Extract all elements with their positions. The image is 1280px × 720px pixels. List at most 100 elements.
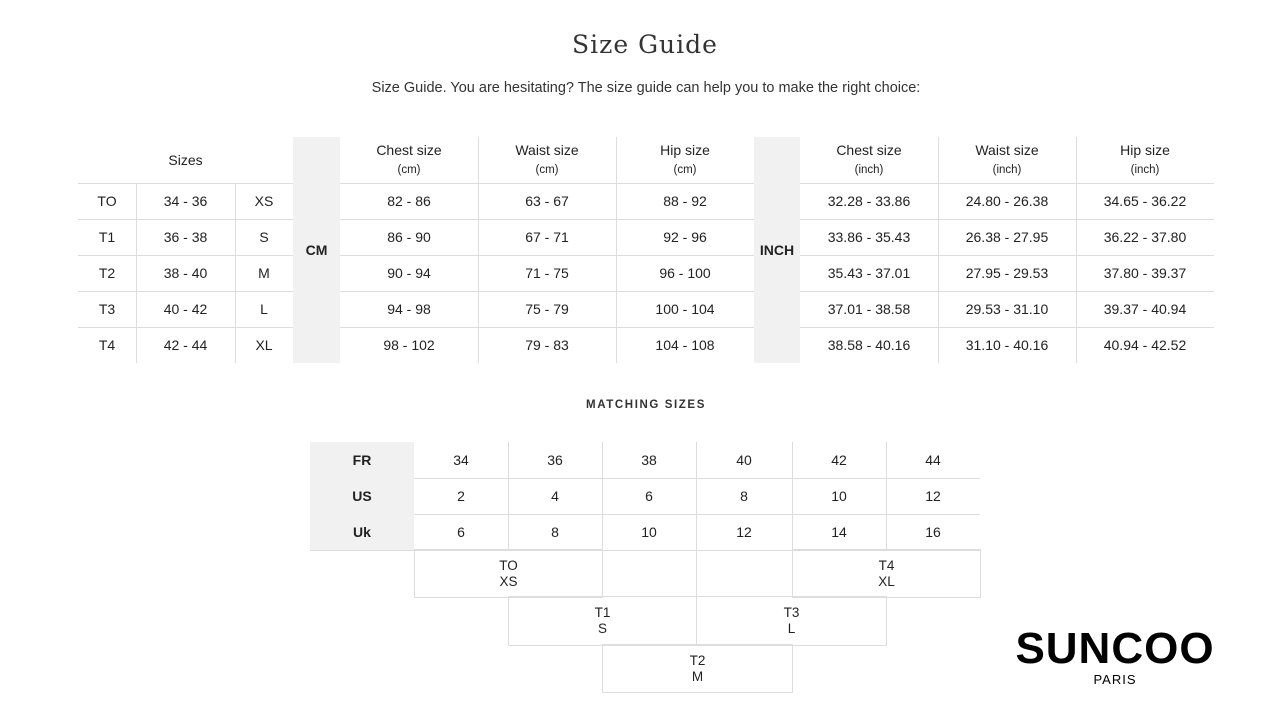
column-divider bbox=[792, 442, 793, 550]
inch-value-cell: 36.22 - 37.80 bbox=[1103, 229, 1187, 245]
inch-value-cell: 35.43 - 37.01 bbox=[827, 265, 911, 281]
column-header: Hip size (cm) bbox=[616, 137, 754, 183]
matching-value-cell: 8 bbox=[740, 488, 748, 504]
size-group-size: M bbox=[691, 668, 704, 684]
size-cell-t: T1 bbox=[98, 229, 116, 245]
row-divider bbox=[800, 255, 1214, 256]
row-divider bbox=[340, 291, 754, 292]
row-divider bbox=[414, 514, 980, 515]
size-cell-t: TO bbox=[97, 193, 117, 209]
matching-sizes-title: MATCHING SIZES bbox=[586, 399, 706, 411]
column-header-unit: (inch) bbox=[992, 164, 1022, 176]
logo-name: SUNCOO bbox=[1015, 624, 1215, 673]
column-header-label: Waist size bbox=[975, 142, 1039, 158]
matching-value-cell: 10 bbox=[641, 524, 657, 540]
size-cell-fr: 42 - 44 bbox=[163, 337, 208, 353]
column-divider bbox=[1076, 137, 1077, 363]
size-group-t: T1 bbox=[594, 605, 611, 620]
size-cell-fr: 40 - 42 bbox=[163, 301, 208, 317]
cm-value-cell: 100 - 104 bbox=[655, 301, 715, 317]
logo-sub: PARIS bbox=[1093, 672, 1137, 687]
inch-value-cell: 38.58 - 40.16 bbox=[827, 337, 911, 353]
cm-value-cell: 82 - 86 bbox=[387, 193, 431, 209]
cm-value-cell: 88 - 92 bbox=[663, 193, 707, 209]
row-divider bbox=[78, 327, 293, 328]
column-header-unit: (cm) bbox=[397, 164, 421, 176]
column-header-unit: (cm) bbox=[673, 164, 697, 176]
size-cell-t: T3 bbox=[98, 301, 116, 317]
size-cell-size: XL bbox=[255, 337, 273, 353]
cm-value-cell: 94 - 98 bbox=[387, 301, 431, 317]
row-divider bbox=[340, 219, 754, 220]
column-divider bbox=[886, 442, 887, 550]
column-divider bbox=[696, 442, 697, 550]
matching-value-cell: 38 bbox=[641, 452, 657, 468]
size-group-box: T2 M bbox=[602, 644, 793, 693]
row-divider bbox=[78, 183, 293, 184]
suncoo-logo: SUNCOO PARIS bbox=[995, 624, 1235, 688]
size-cell-size: S bbox=[259, 229, 269, 245]
matching-value-cell: 36 bbox=[547, 452, 563, 468]
cm-value-cell: 63 - 67 bbox=[525, 193, 569, 209]
size-cell-size: XS bbox=[254, 193, 274, 209]
sizes-header: Sizes bbox=[168, 152, 203, 168]
cm-unit-column: CM bbox=[293, 137, 340, 363]
column-header-unit: (cm) bbox=[535, 164, 559, 176]
column-header: Waist size (inch) bbox=[938, 137, 1076, 183]
row-divider bbox=[800, 327, 1214, 328]
size-group-t: T4 bbox=[878, 557, 895, 573]
inch-unit-column: INCH bbox=[754, 137, 800, 363]
matching-value-cell: 12 bbox=[736, 524, 752, 540]
page-title: Size Guide bbox=[572, 30, 718, 59]
cm-value-cell: 104 - 108 bbox=[655, 337, 715, 353]
matching-value-cell: 10 bbox=[831, 488, 847, 504]
inch-value-cell: 34.65 - 36.22 bbox=[1103, 193, 1187, 209]
row-divider bbox=[800, 183, 1214, 184]
cm-value-cell: 67 - 71 bbox=[525, 229, 569, 245]
column-header: Waist size (cm) bbox=[478, 137, 616, 183]
size-group-box: TO XS bbox=[414, 549, 603, 598]
inch-value-cell: 32.28 - 33.86 bbox=[827, 193, 911, 209]
inch-value-cell: 37.80 - 39.37 bbox=[1103, 265, 1187, 281]
cm-value-cell: 98 - 102 bbox=[383, 337, 435, 353]
inch-value-cell: 27.95 - 29.53 bbox=[965, 265, 1049, 281]
size-group-size: S bbox=[597, 621, 607, 636]
row-divider bbox=[78, 219, 293, 220]
size-group-t: TO bbox=[499, 557, 518, 573]
row-divider bbox=[800, 291, 1214, 292]
inch-value-cell: 37.01 - 38.58 bbox=[827, 301, 911, 317]
column-header-unit: (inch) bbox=[1130, 164, 1160, 176]
column-header: Chest size (cm) bbox=[340, 137, 478, 183]
cm-value-cell: 96 - 100 bbox=[659, 265, 711, 281]
size-cell-size: L bbox=[260, 301, 268, 317]
column-divider bbox=[235, 183, 236, 363]
column-header-label: Chest size bbox=[376, 142, 442, 158]
inch-value-cell: 33.86 - 35.43 bbox=[827, 229, 911, 245]
row-divider bbox=[340, 327, 754, 328]
column-divider bbox=[136, 183, 137, 363]
cm-value-cell: 86 - 90 bbox=[387, 229, 431, 245]
row-divider bbox=[78, 291, 293, 292]
inch-value-cell: 39.37 - 40.94 bbox=[1103, 301, 1187, 317]
matching-value-cell: 34 bbox=[453, 452, 469, 468]
column-header-unit: (inch) bbox=[854, 164, 884, 176]
column-header: Hip size (inch) bbox=[1076, 137, 1214, 183]
inch-value-cell: 40.94 - 42.52 bbox=[1103, 337, 1187, 353]
column-divider bbox=[938, 137, 939, 363]
matching-row-label: US bbox=[310, 478, 414, 514]
size-group-size: L bbox=[787, 621, 796, 636]
column-header: Chest size (inch) bbox=[800, 137, 938, 183]
size-cell-fr: 38 - 40 bbox=[163, 265, 208, 281]
cm-value-cell: 79 - 83 bbox=[525, 337, 569, 353]
matching-value-cell: 4 bbox=[551, 488, 559, 504]
column-divider bbox=[616, 137, 617, 363]
row-divider bbox=[310, 550, 980, 551]
matching-value-cell: 8 bbox=[551, 524, 559, 540]
cm-value-cell: 92 - 96 bbox=[663, 229, 707, 245]
matching-value-cell: 14 bbox=[831, 524, 847, 540]
size-cell-t: T4 bbox=[98, 337, 116, 353]
matching-value-cell: 16 bbox=[925, 524, 941, 540]
size-cell-size: M bbox=[258, 265, 270, 281]
cm-value-cell: 71 - 75 bbox=[525, 265, 569, 281]
size-cell-t: T2 bbox=[98, 265, 116, 281]
